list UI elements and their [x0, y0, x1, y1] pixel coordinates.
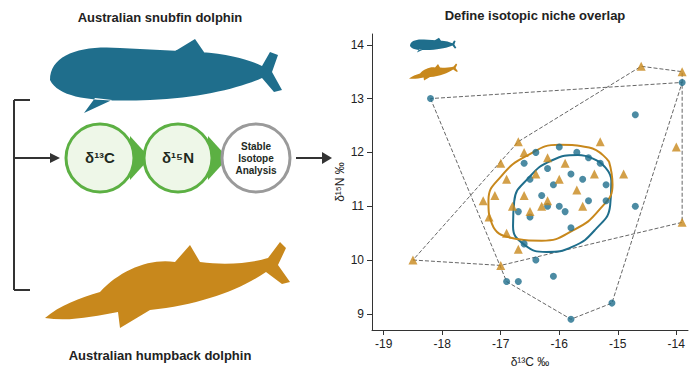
- svg-text:-17: -17: [492, 337, 510, 351]
- svg-text:12: 12: [351, 145, 365, 159]
- svg-text:10: 10: [351, 253, 365, 267]
- svg-text:Analysis: Analysis: [235, 165, 277, 176]
- svg-text:14: 14: [351, 38, 365, 52]
- svg-text:δ¹³C ‰: δ¹³C ‰: [511, 355, 550, 369]
- svg-text:-19: -19: [375, 337, 393, 351]
- svg-text:-16: -16: [551, 337, 569, 351]
- svg-text:13: 13: [351, 92, 365, 106]
- svg-text:δ¹⁵N: δ¹⁵N: [162, 149, 194, 166]
- svg-text:11: 11: [352, 199, 365, 213]
- svg-text:δ¹³C: δ¹³C: [85, 149, 115, 166]
- svg-text:δ¹⁵N ‰: δ¹⁵N ‰: [333, 162, 347, 202]
- svg-text:-15: -15: [609, 337, 627, 351]
- svg-text:Define isotopic niche overlap: Define isotopic niche overlap: [445, 8, 626, 23]
- svg-text:Isotope: Isotope: [238, 153, 274, 164]
- svg-text:9: 9: [357, 307, 364, 321]
- svg-text:Australian snubfin dolphin: Australian snubfin dolphin: [78, 10, 243, 25]
- svg-text:Stable: Stable: [241, 141, 271, 152]
- svg-text:-18: -18: [434, 337, 452, 351]
- svg-text:Australian humpback dolphin: Australian humpback dolphin: [69, 348, 252, 363]
- svg-text:-14: -14: [668, 337, 686, 351]
